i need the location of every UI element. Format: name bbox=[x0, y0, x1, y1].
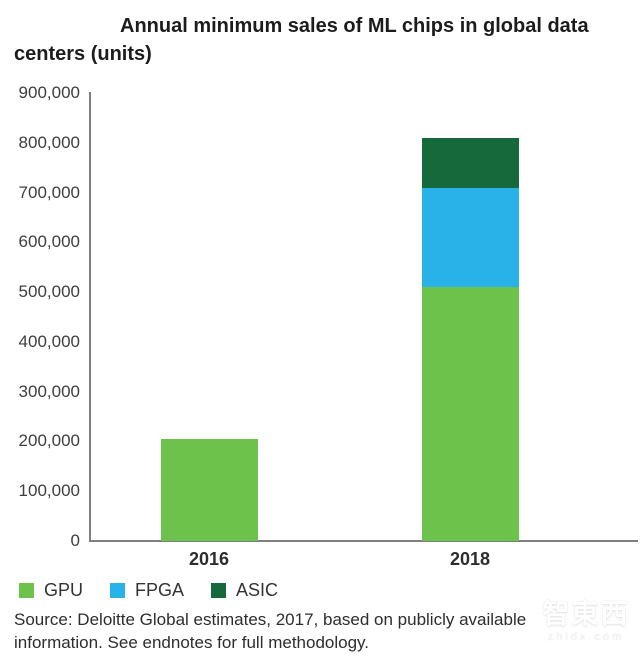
y-tick-label: 0 bbox=[70, 531, 80, 550]
bar-2018-segment-gpu bbox=[421, 287, 519, 541]
bar-2018-segment-asic bbox=[421, 137, 519, 188]
y-tick-label: 600,000 bbox=[18, 232, 80, 252]
legend-item-gpu: GPU bbox=[19, 580, 83, 601]
x-axis bbox=[89, 540, 638, 542]
bar-2018-segment-fpga bbox=[421, 187, 519, 288]
legend-swatch-fpga bbox=[110, 583, 126, 598]
y-tick-label: 300,000 bbox=[18, 381, 80, 401]
source-note: Source: Deloitte Global estimates, 2017,… bbox=[14, 610, 527, 652]
chart-title: Annual minimum sales of ML chips in glob… bbox=[14, 15, 589, 65]
y-tick-label: 200,000 bbox=[18, 431, 80, 451]
legend-item-asic: ASIC bbox=[211, 580, 278, 601]
legend-label: ASIC bbox=[236, 580, 279, 600]
y-tick-label: 900,000 bbox=[18, 83, 80, 102]
legend-swatch-asic bbox=[211, 583, 227, 598]
y-tick-label: 400,000 bbox=[18, 331, 80, 351]
y-tick-label: 100,000 bbox=[18, 481, 80, 501]
legend: GPU FPGA ASIC bbox=[19, 580, 278, 601]
y-tick-label: 800,000 bbox=[18, 132, 80, 152]
bar-2016-segment-gpu bbox=[160, 438, 258, 541]
x-tick-label-2016: 2016 bbox=[188, 549, 230, 569]
legend-label: FPGA bbox=[135, 580, 185, 600]
legend-swatch-gpu bbox=[19, 583, 34, 598]
legend-item-fpga: FPGA bbox=[110, 580, 184, 601]
y-axis bbox=[89, 92, 91, 542]
y-tick-label: 500,000 bbox=[18, 282, 80, 302]
legend-label: GPU bbox=[44, 580, 84, 600]
y-tick-label: 700,000 bbox=[18, 182, 80, 202]
x-tick-label-2018: 2018 bbox=[449, 549, 491, 569]
